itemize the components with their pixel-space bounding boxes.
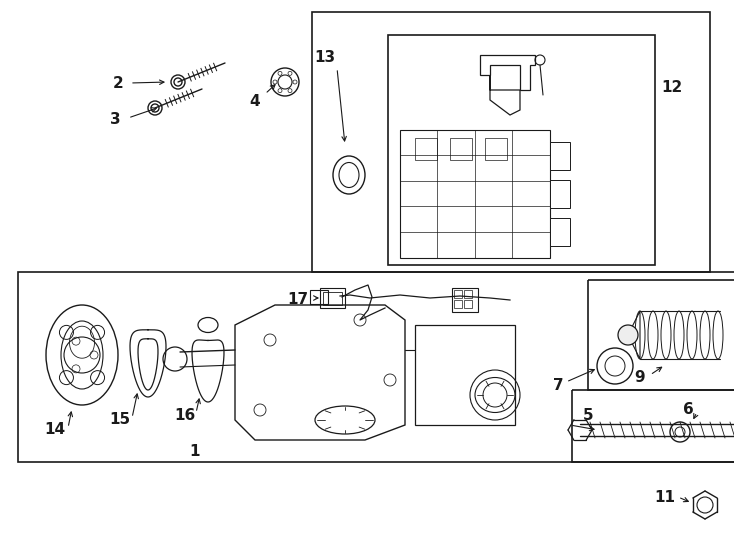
Text: 11: 11: [655, 490, 675, 505]
Text: 16: 16: [175, 408, 196, 422]
Bar: [550, 218, 570, 246]
Bar: [485, 138, 507, 160]
Bar: [452, 288, 478, 312]
Circle shape: [618, 325, 638, 345]
Bar: [310, 290, 328, 304]
Text: 7: 7: [553, 377, 563, 393]
Bar: [18, 272, 734, 462]
Text: 2: 2: [112, 76, 123, 91]
Bar: [550, 142, 570, 170]
Text: 17: 17: [288, 293, 308, 307]
Text: 5: 5: [583, 408, 593, 422]
Text: 3: 3: [109, 112, 120, 127]
Bar: [400, 130, 550, 258]
Bar: [464, 290, 472, 298]
Text: 13: 13: [314, 51, 335, 65]
Bar: [588, 280, 734, 390]
Text: 12: 12: [661, 80, 683, 96]
Text: 4: 4: [250, 94, 261, 110]
Bar: [415, 325, 515, 425]
Bar: [312, 12, 710, 272]
Text: 9: 9: [635, 370, 645, 386]
Text: 1: 1: [190, 444, 200, 460]
Bar: [454, 300, 462, 308]
Bar: [415, 138, 437, 160]
Text: 15: 15: [109, 413, 131, 428]
Bar: [572, 390, 734, 462]
Bar: [454, 290, 462, 298]
Bar: [320, 288, 345, 308]
Bar: [550, 180, 570, 208]
Text: 14: 14: [45, 422, 65, 437]
Bar: [450, 138, 472, 160]
Bar: [388, 35, 655, 265]
Bar: [464, 300, 472, 308]
Bar: [323, 292, 342, 305]
Text: 6: 6: [683, 402, 694, 417]
